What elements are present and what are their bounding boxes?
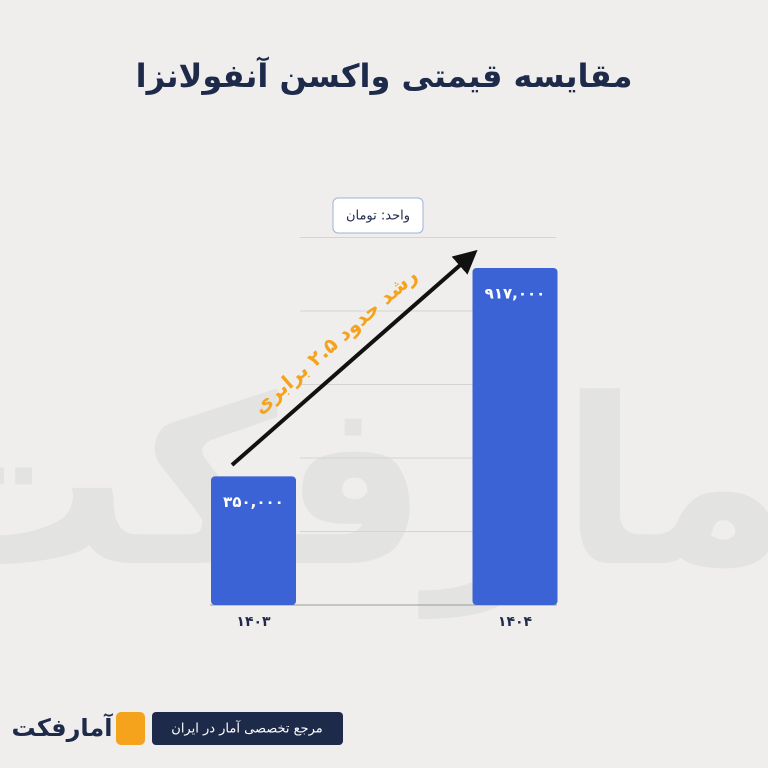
chart-title: مقایسه قیمتی واکسن آنفولانزا (136, 56, 633, 95)
x-tick-label: ۱۴۰۴ (498, 614, 533, 630)
tagline-box (152, 712, 343, 745)
unit-label: واحد: تومان (346, 209, 410, 224)
x-tick-label: ۱۴۰۳ (236, 614, 271, 630)
value-label: ۹۱۷,۰۰۰ (485, 285, 546, 303)
unit-box (332, 197, 424, 234)
brand: آمارفکت (12, 713, 114, 742)
logo-icon (116, 712, 145, 745)
plot: ۱۴۰۳ ۳۵۰,۰۰۰ ۱۴۰۴ ۹۱۷,۰۰۰ (210, 237, 558, 630)
watermark: آمارفکت (0, 343, 768, 619)
bar (472, 268, 558, 605)
value-label: ۳۵۰,۰۰۰ (223, 493, 284, 511)
tagline: مرجع تخصصی آمار در ایران (171, 720, 322, 737)
growth-arrow (230, 249, 478, 467)
bar (211, 476, 296, 605)
